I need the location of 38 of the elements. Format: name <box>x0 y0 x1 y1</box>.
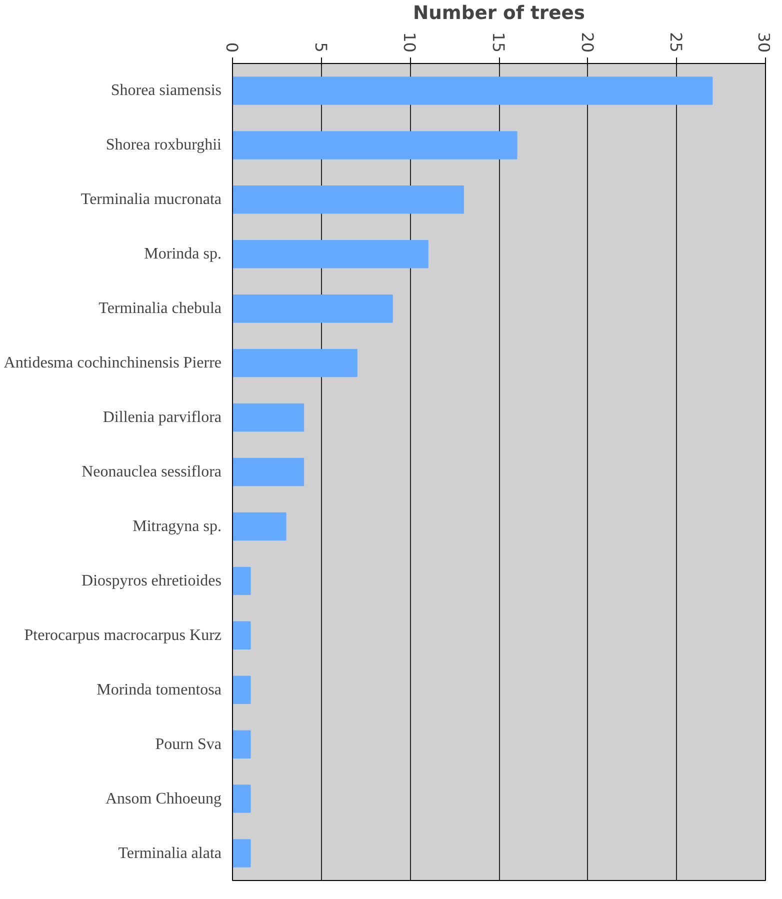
bar <box>232 294 393 323</box>
y-tick-label: Terminalia mucronata <box>80 191 222 208</box>
bar <box>232 348 358 378</box>
y-tick-label: Terminalia chebula <box>98 300 222 318</box>
y-tick-label: Shorea roxburghii <box>106 136 222 154</box>
bar <box>232 621 251 650</box>
y-tick-label: Neonauclea sessiflora <box>82 464 222 480</box>
x-axis-title: Number of trees <box>413 3 585 24</box>
x-tick-label: 30 <box>754 32 774 52</box>
bar <box>232 784 251 813</box>
bar <box>232 839 251 868</box>
y-tick-label: Terminalia alata <box>118 844 222 862</box>
y-tick-label: Mitragyna sp. <box>132 518 222 535</box>
y-tick-label: Diospyros ehretioides <box>82 572 222 590</box>
bar <box>232 403 304 432</box>
x-tick-label: 0 <box>222 42 242 53</box>
x-tick-label: 15 <box>489 32 508 52</box>
bar <box>232 512 286 541</box>
bar <box>232 730 251 758</box>
bar <box>232 131 518 160</box>
y-tick-label: Pterocarpus macrocarpus Kurz <box>24 626 222 644</box>
y-tick-label: Ansom Chhoeung <box>106 790 222 808</box>
bar <box>232 566 251 596</box>
x-tick-label: 10 <box>400 32 420 52</box>
y-tick-label: Morinda sp. <box>144 246 222 263</box>
x-tick-label: 5 <box>311 42 330 53</box>
bar <box>232 186 464 214</box>
x-tick-label: 25 <box>666 32 686 52</box>
bar <box>232 676 251 704</box>
bar <box>232 240 428 268</box>
x-tick-label: 20 <box>578 32 597 52</box>
y-tick-label: Antidesma cochinchinensis Pierre <box>4 354 222 372</box>
bar <box>232 458 304 486</box>
y-tick-label: Shorea siamensis <box>110 82 222 100</box>
y-tick-label: Pourn Sva <box>155 736 222 753</box>
y-tick-label: Dillenia parviflora <box>102 409 222 426</box>
y-tick-label: Morinda tomentosa <box>96 681 222 698</box>
bar <box>232 76 713 105</box>
